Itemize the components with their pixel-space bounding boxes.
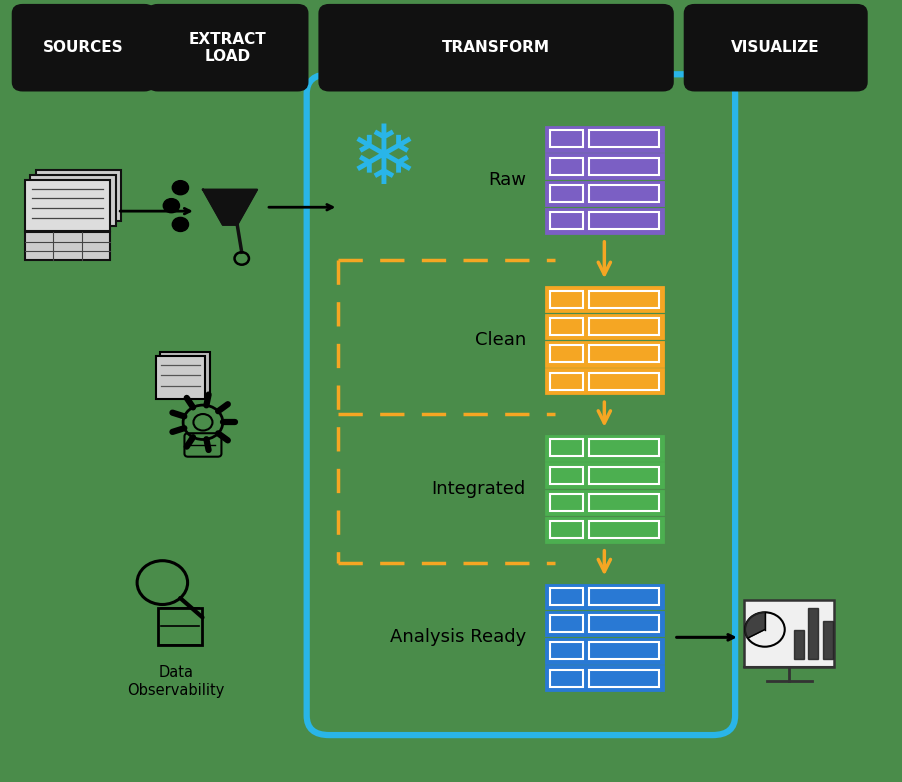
- Bar: [589, 588, 659, 604]
- Text: Raw: Raw: [488, 170, 526, 189]
- Circle shape: [172, 217, 189, 231]
- Bar: [30, 175, 115, 226]
- Bar: [550, 615, 584, 632]
- Text: EXTRACT
LOAD: EXTRACT LOAD: [189, 31, 267, 64]
- Bar: [546, 612, 663, 636]
- Bar: [550, 494, 584, 511]
- Bar: [550, 213, 584, 229]
- Text: SOURCES: SOURCES: [43, 40, 124, 56]
- Text: Data
Observability: Data Observability: [127, 665, 225, 698]
- Bar: [546, 463, 663, 487]
- Bar: [546, 181, 663, 206]
- Bar: [589, 158, 659, 174]
- Text: VISUALIZE: VISUALIZE: [732, 40, 820, 56]
- Bar: [550, 522, 584, 538]
- Circle shape: [193, 414, 213, 431]
- Bar: [546, 639, 663, 663]
- Bar: [546, 209, 663, 232]
- FancyBboxPatch shape: [147, 4, 308, 91]
- Bar: [550, 185, 584, 202]
- Text: Clean: Clean: [474, 331, 526, 350]
- Bar: [550, 467, 584, 483]
- Text: Analysis Ready: Analysis Ready: [390, 628, 526, 647]
- Bar: [546, 314, 663, 339]
- Bar: [546, 154, 663, 178]
- Bar: [546, 369, 663, 393]
- Bar: [589, 213, 659, 229]
- Bar: [550, 318, 584, 335]
- Bar: [546, 490, 663, 515]
- Bar: [546, 436, 663, 460]
- Bar: [744, 601, 834, 666]
- Bar: [550, 439, 584, 456]
- Bar: [550, 158, 584, 174]
- Bar: [589, 291, 659, 307]
- Bar: [589, 670, 659, 687]
- Bar: [546, 584, 663, 608]
- Bar: [589, 346, 659, 362]
- Bar: [550, 373, 584, 389]
- Bar: [589, 494, 659, 511]
- Bar: [589, 643, 659, 659]
- Bar: [589, 373, 659, 389]
- Polygon shape: [203, 189, 257, 224]
- Bar: [546, 342, 663, 366]
- Circle shape: [163, 199, 179, 213]
- Text: Integrated: Integrated: [432, 479, 526, 498]
- Bar: [589, 615, 659, 632]
- Bar: [550, 291, 584, 307]
- Text: TRANSFORM: TRANSFORM: [442, 40, 550, 56]
- Bar: [550, 670, 584, 687]
- Bar: [589, 439, 659, 456]
- Bar: [161, 352, 209, 395]
- Bar: [159, 608, 202, 645]
- Bar: [546, 127, 663, 151]
- Bar: [589, 131, 659, 147]
- Bar: [823, 621, 833, 658]
- FancyBboxPatch shape: [318, 4, 674, 91]
- Bar: [550, 588, 584, 604]
- Bar: [35, 170, 121, 221]
- FancyBboxPatch shape: [12, 4, 155, 91]
- Bar: [546, 666, 663, 691]
- Bar: [589, 467, 659, 483]
- Bar: [589, 522, 659, 538]
- Polygon shape: [745, 612, 765, 638]
- Bar: [550, 346, 584, 362]
- Circle shape: [172, 181, 189, 195]
- Bar: [546, 518, 663, 541]
- FancyBboxPatch shape: [684, 4, 868, 91]
- Bar: [808, 608, 818, 658]
- Bar: [794, 630, 804, 658]
- Bar: [546, 288, 663, 311]
- Bar: [589, 185, 659, 202]
- Bar: [24, 180, 110, 231]
- Text: ❄: ❄: [348, 120, 419, 201]
- Bar: [24, 232, 110, 260]
- Bar: [550, 643, 584, 659]
- Bar: [550, 131, 584, 147]
- Bar: [155, 356, 205, 399]
- Bar: [589, 318, 659, 335]
